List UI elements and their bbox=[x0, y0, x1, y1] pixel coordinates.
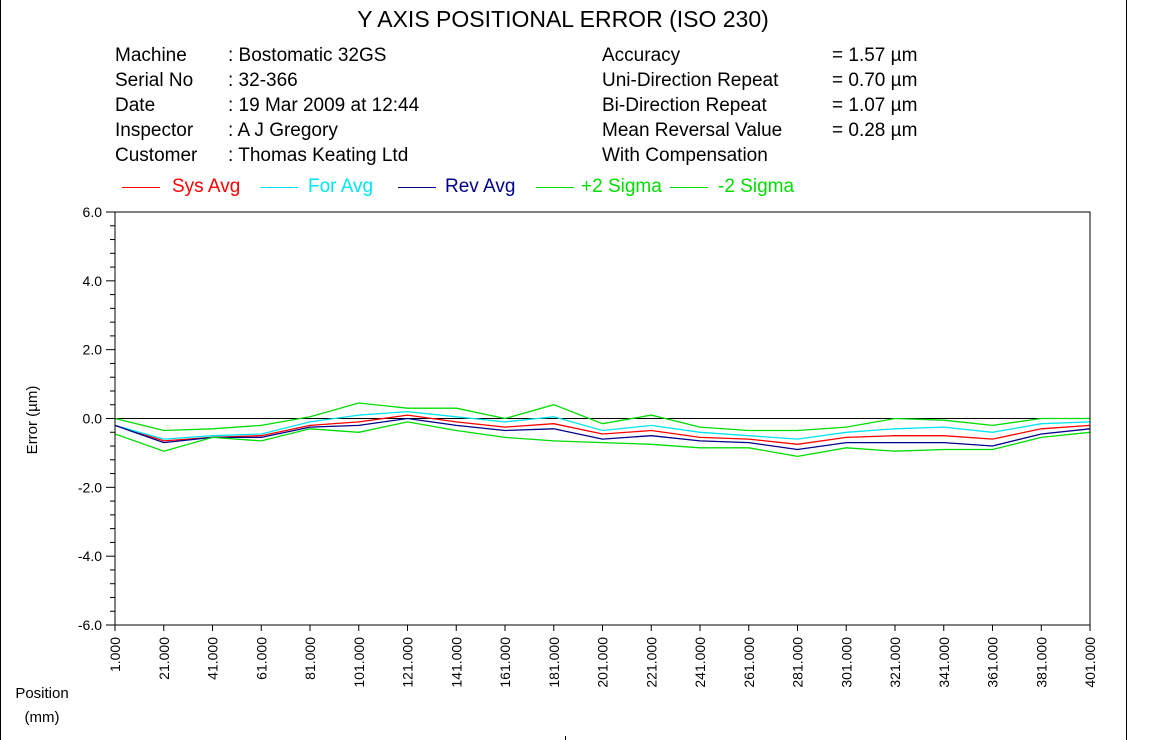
series-line-for-avg bbox=[114, 410, 1091, 440]
legend-label: Sys Avg bbox=[172, 176, 241, 197]
series-line-minus-2-sigma bbox=[114, 421, 1091, 458]
series-line-sys-avg bbox=[114, 414, 1091, 445]
y-tick-label: 0.0 bbox=[83, 411, 103, 427]
info-row-serial: Serial No : 32-366 bbox=[115, 68, 419, 93]
legend-swatch bbox=[260, 187, 298, 188]
x-tick-label: 261.000 bbox=[741, 637, 757, 688]
info-row-inspector: Inspector : A J Gregory bbox=[115, 118, 419, 143]
x-tick-label: 241.000 bbox=[692, 637, 708, 688]
x-tick-label: 61.000 bbox=[253, 637, 269, 680]
series-group bbox=[114, 402, 1091, 458]
x-tick-label: 141.000 bbox=[448, 637, 464, 688]
info-value: : Bostomatic 32GS bbox=[228, 45, 387, 66]
x-tick-label: 121.000 bbox=[400, 637, 416, 688]
x-tick-label: 41.000 bbox=[205, 637, 221, 680]
x-tick-label: 341.000 bbox=[936, 637, 952, 688]
x-tick-label: 221.000 bbox=[643, 637, 659, 688]
legend-swatch bbox=[398, 187, 436, 188]
x-axis-label: Position (mm) bbox=[12, 682, 72, 730]
x-tick-label: 381.000 bbox=[1033, 637, 1049, 688]
machine-info-panel: Machine : Bostomatic 32GS Serial No : 32-3… bbox=[115, 43, 419, 168]
legend-label: For Avg bbox=[308, 176, 374, 197]
info-key: Customer bbox=[115, 145, 198, 166]
info-key: Bi-Direction Repeat bbox=[602, 95, 767, 116]
frame-right-border bbox=[1126, 0, 1127, 740]
info-key: Accuracy bbox=[602, 45, 681, 66]
x-tick-label: 181.000 bbox=[546, 637, 562, 688]
x-tick-label: 161.000 bbox=[497, 637, 513, 688]
chart-title: Y AXIS POSITIONAL ERROR (ISO 230) bbox=[357, 6, 769, 32]
series-line-plusminus-2-sigma bbox=[114, 402, 1090, 432]
y-tick-label: 2.0 bbox=[83, 342, 103, 358]
info-value: = 1.07 µm bbox=[832, 95, 918, 116]
series-line-rev-avg bbox=[114, 417, 1091, 451]
info-row-uni-repeat: Uni-Direction Repeat = 0.70 µm bbox=[602, 68, 917, 93]
frame-bottom-mark bbox=[565, 736, 566, 740]
legend-swatch bbox=[536, 187, 574, 188]
y-tick-label: 6.0 bbox=[83, 204, 103, 220]
info-row-accuracy: Accuracy = 1.57 µm bbox=[602, 43, 917, 68]
info-key: Serial No bbox=[115, 70, 194, 91]
info-row-machine: Machine : Bostomatic 32GS bbox=[115, 43, 419, 68]
info-row-reversal: Mean Reversal Value = 0.28 µm bbox=[602, 118, 917, 143]
x-tick-labels: 1.000 21.000 41.000 61.000 81.000 101.000 121.… bbox=[107, 637, 1098, 688]
info-value: : 32-366 bbox=[228, 70, 298, 91]
x-axis-label-line1: Position bbox=[15, 685, 69, 702]
info-row-date: Date : 19 Mar 2009 at 12:44 bbox=[115, 93, 419, 118]
x-tick-label: 301.000 bbox=[838, 637, 854, 688]
x-tick-label: 201.000 bbox=[595, 637, 611, 688]
y-tick-label: -4.0 bbox=[78, 548, 102, 564]
y-tick-label: 4.0 bbox=[83, 273, 103, 289]
info-key: Mean Reversal Value bbox=[602, 120, 783, 141]
y-axis-label: Error (µm) bbox=[24, 386, 41, 455]
info-value: : 19 Mar 2009 at 12:44 bbox=[228, 95, 420, 116]
info-key: Date bbox=[115, 95, 156, 116]
legend-swatch bbox=[122, 187, 160, 188]
info-key: With Compensation bbox=[602, 145, 768, 166]
info-value: = 1.57 µm bbox=[832, 45, 918, 66]
legend-swatch bbox=[670, 187, 708, 188]
info-key: Uni-Direction Repeat bbox=[602, 70, 779, 91]
legend-label: +2 Sigma bbox=[581, 176, 662, 197]
info-key: Machine bbox=[115, 45, 187, 66]
info-row-compensation: With Compensation bbox=[602, 143, 917, 168]
x-tick-label: 81.000 bbox=[302, 637, 318, 680]
legend-label: -2 Sigma bbox=[718, 176, 795, 197]
info-value: = 0.28 µm bbox=[832, 120, 918, 141]
results-info-panel: Accuracy = 1.57 µm Uni-Direction Repeat = … bbox=[602, 43, 917, 168]
x-tick-label: 101.000 bbox=[351, 637, 367, 688]
x-tick-label: 321.000 bbox=[887, 637, 903, 688]
x-tick-label: 1.000 bbox=[107, 637, 123, 672]
info-row-bi-repeat: Bi-Direction Repeat = 1.07 µm bbox=[602, 93, 917, 118]
info-value: = 0.70 µm bbox=[832, 70, 918, 91]
x-tick-label: 281.000 bbox=[790, 637, 806, 688]
info-value: : A J Gregory bbox=[228, 120, 338, 141]
y-tick-label: -6.0 bbox=[78, 617, 102, 633]
x-tick-label: 401.000 bbox=[1082, 637, 1098, 688]
axis-ticks bbox=[106, 211, 1091, 631]
legend-label: Rev Avg bbox=[445, 176, 516, 197]
x-axis-label-line2: (mm) bbox=[24, 709, 60, 726]
info-row-customer: Customer : Thomas Keating Ltd bbox=[115, 143, 419, 168]
info-value: : Thomas Keating Ltd bbox=[228, 145, 409, 166]
y-tick-labels: 6.0 4.0 2.0 0.0 -2.0 -4.0 -6.0 bbox=[78, 204, 102, 633]
x-tick-label: 21.000 bbox=[156, 637, 172, 680]
x-tick-label: 361.000 bbox=[985, 637, 1001, 688]
y-tick-label: -2.0 bbox=[78, 479, 102, 495]
plot-border bbox=[114, 211, 1091, 626]
plot-frame bbox=[114, 211, 1091, 626]
info-key: Inspector bbox=[115, 120, 194, 141]
frame-left-border bbox=[0, 0, 1, 740]
